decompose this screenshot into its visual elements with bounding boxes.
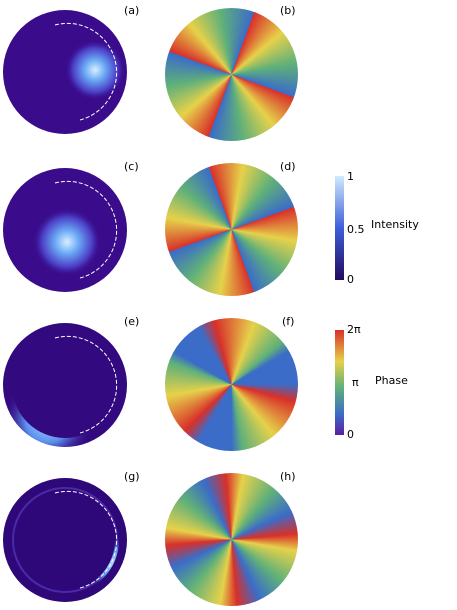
- panel-label: (c): [124, 160, 139, 173]
- intensity-spot: [65, 40, 125, 100]
- colorbar-tick: 2π: [347, 323, 361, 336]
- panel-label: (a): [124, 4, 140, 17]
- phase-colorbar: [335, 330, 344, 435]
- colorbar-tick: 0: [347, 428, 354, 441]
- arrow: [54, 335, 118, 434]
- panel-label: (d): [280, 160, 296, 173]
- colorbar-tick: 0.5: [347, 223, 365, 236]
- intensity-colorbar: [335, 176, 344, 280]
- colorbar-title: Phase: [375, 374, 408, 387]
- intensity-disk: [3, 478, 127, 602]
- colorbar-title: Intensity: [371, 218, 419, 231]
- intensity-disk: [3, 323, 127, 447]
- arrow: [54, 490, 118, 589]
- phase-disk: [165, 318, 298, 451]
- panel-label: (h): [280, 470, 296, 483]
- arrow: [54, 22, 118, 121]
- phase-disk: [165, 8, 298, 141]
- intensity-spot: [33, 208, 101, 276]
- colorbar-tick: 1: [347, 170, 354, 183]
- phase-disk: [165, 163, 298, 296]
- colorbar-tick: π: [352, 376, 359, 389]
- panel-label: (f): [282, 315, 295, 328]
- panel-label: (g): [124, 470, 140, 483]
- panel-label: (b): [280, 4, 296, 17]
- panel-label: (e): [124, 315, 140, 328]
- colorbar-tick: 0: [347, 273, 354, 286]
- arrow: [54, 180, 118, 279]
- phase-disk: [165, 473, 298, 606]
